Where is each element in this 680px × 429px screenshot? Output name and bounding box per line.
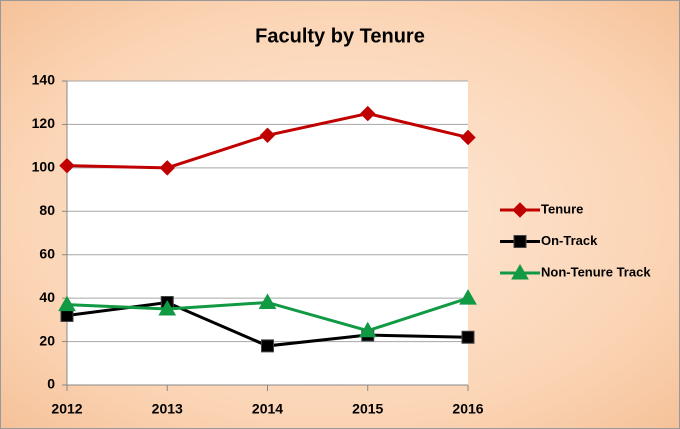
legend-label: On-Track <box>541 233 598 248</box>
y-tick-label: 60 <box>39 245 55 261</box>
x-tick-label: 2015 <box>352 401 383 417</box>
plot-area <box>67 81 468 385</box>
marker <box>159 160 175 176</box>
marker <box>459 289 477 305</box>
marker <box>59 157 75 174</box>
marker <box>461 330 475 344</box>
marker <box>460 129 476 146</box>
marker <box>158 299 177 316</box>
y-tick-label: 100 <box>32 159 56 175</box>
x-tick-label: 2016 <box>452 401 483 417</box>
legend-label: Non-Tenure Track <box>541 264 651 279</box>
marker <box>513 235 527 248</box>
y-tick-label: 40 <box>39 289 55 305</box>
x-tick-label: 2013 <box>152 401 183 417</box>
y-tick-label: 80 <box>39 202 55 218</box>
marker <box>358 321 377 338</box>
x-tick-label: 2012 <box>51 401 82 417</box>
marker <box>261 339 274 353</box>
marker <box>258 293 277 309</box>
chart-title: Faculty by Tenure <box>255 25 425 47</box>
marker <box>511 263 529 280</box>
legend-label: Tenure <box>541 201 583 216</box>
y-tick-label: 20 <box>39 332 55 348</box>
y-tick-label: 120 <box>32 115 56 131</box>
y-tick-label: 140 <box>32 72 56 88</box>
marker <box>60 309 74 323</box>
marker <box>58 295 76 312</box>
x-tick-label: 2014 <box>252 401 283 417</box>
marker <box>360 105 376 122</box>
y-tick-label: 0 <box>47 376 55 392</box>
marker <box>512 202 528 218</box>
marker <box>259 127 276 143</box>
